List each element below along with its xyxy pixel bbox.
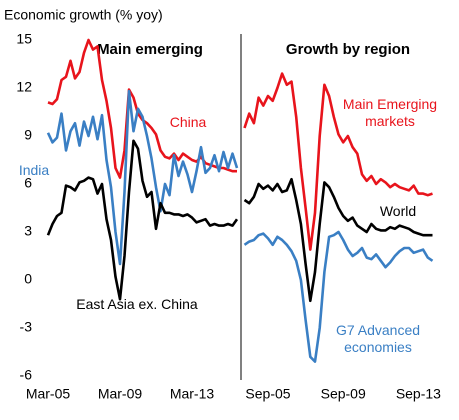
y-axis-title: Economic growth (% yoy) bbox=[4, 7, 163, 23]
x-tick-label: Sep-13 bbox=[396, 386, 441, 402]
y-tick-label: 0 bbox=[24, 271, 32, 287]
series-line bbox=[243, 72, 433, 251]
series-line bbox=[243, 177, 433, 303]
x-tick-label: Mar-09 bbox=[98, 386, 143, 402]
series-label: India bbox=[18, 162, 50, 178]
series-label: East Asia ex. China bbox=[76, 296, 198, 312]
panel-title: Main emerging bbox=[97, 41, 203, 58]
y-tick-label: 9 bbox=[24, 127, 32, 143]
x-tick-label: Mar-13 bbox=[170, 386, 215, 402]
series-label: China bbox=[169, 114, 207, 130]
y-tick-label: 3 bbox=[24, 223, 32, 239]
series-line bbox=[243, 230, 434, 363]
x-tick-label: Mar-05 bbox=[26, 386, 71, 402]
x-tick-label: Sep-05 bbox=[245, 386, 290, 402]
x-tick-label: Sep-09 bbox=[321, 386, 366, 402]
y-tick-label: 15 bbox=[16, 31, 32, 47]
series-label: G7 Advanced economies bbox=[335, 322, 421, 355]
y-tick-label: 6 bbox=[24, 175, 32, 191]
y-tick-label: -3 bbox=[20, 319, 33, 335]
series-line bbox=[46, 89, 239, 266]
y-tick-label: 12 bbox=[16, 79, 32, 95]
series-line bbox=[46, 139, 239, 301]
y-tick-label: -6 bbox=[20, 367, 33, 383]
series-line bbox=[47, 38, 237, 179]
panel-title: Growth by region bbox=[286, 41, 410, 58]
series-label: World bbox=[379, 203, 417, 219]
series-label: Main Emerging markets bbox=[342, 96, 438, 129]
